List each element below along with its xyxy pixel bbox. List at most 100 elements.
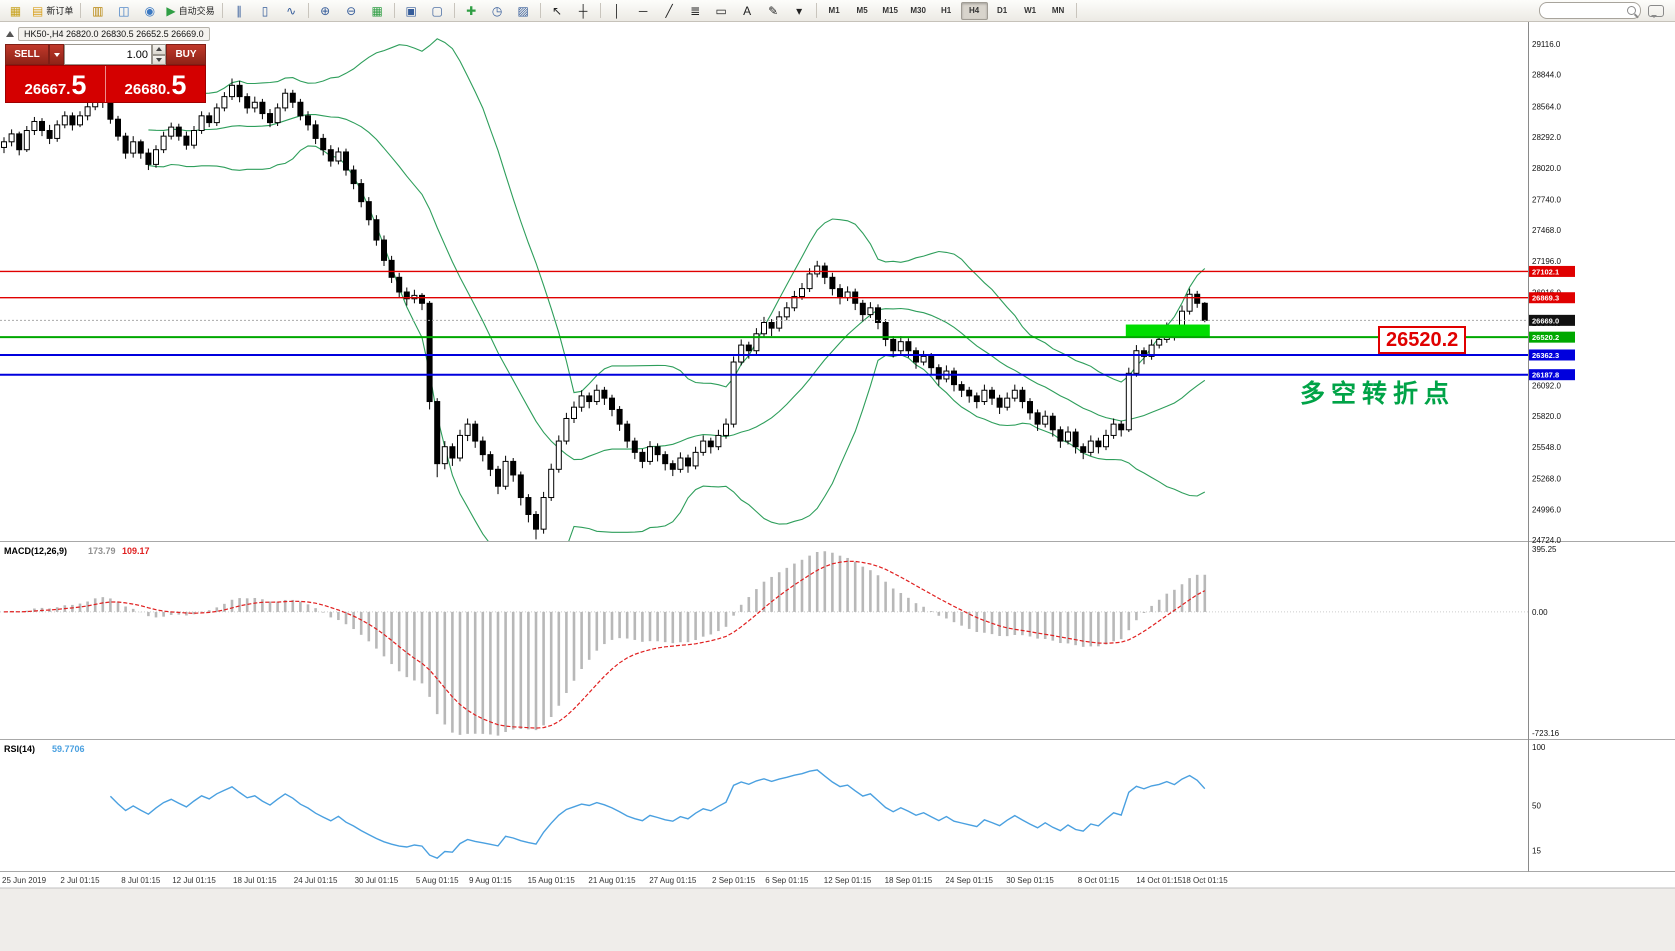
cascade-windows-icon[interactable]: ▢ (425, 0, 450, 21)
tile-windows-icon[interactable]: ▣ (399, 0, 424, 21)
candlestick-chart-icon[interactable]: ▯ (253, 0, 278, 21)
indicators-icon[interactable]: ▦ (365, 0, 390, 21)
auto-trading-icon: ▶ (166, 3, 176, 18)
svg-text:26187.8: 26187.8 (1532, 371, 1559, 380)
crosshair-icon[interactable]: ┼ (571, 0, 596, 21)
templates-icon[interactable]: ▨ (511, 0, 536, 21)
market-watch-icon[interactable]: ◫ (111, 0, 136, 21)
timeframe-m5-button[interactable]: M5 (856, 6, 868, 15)
svg-text:18 Oct 01:15: 18 Oct 01:15 (1182, 876, 1228, 885)
svg-text:59.7706: 59.7706 (52, 744, 85, 754)
svg-text:50: 50 (1532, 802, 1541, 811)
svg-text:RSI(14): RSI(14) (4, 744, 35, 754)
trendline-icon[interactable]: ╱ (657, 0, 682, 21)
svg-text:25820.0: 25820.0 (1532, 412, 1561, 421)
chevron-up-icon (156, 47, 162, 52)
chat-icon[interactable] (1648, 4, 1664, 18)
search-input[interactable] (1544, 4, 1627, 17)
cascade-windows-icon: ▢ (431, 3, 443, 18)
volume-input[interactable] (64, 44, 152, 65)
svg-text:27740.0: 27740.0 (1532, 195, 1561, 204)
volume-stepper (152, 44, 166, 65)
timeframe-w1-button[interactable]: W1 (1024, 6, 1037, 15)
bollinger-bands (148, 38, 1206, 541)
svg-text:100: 100 (1532, 743, 1546, 752)
auto-trading-button[interactable]: ▶ 自动交易 (163, 0, 217, 21)
zoom-in-icon[interactable]: ⊕ (313, 0, 338, 21)
svg-text:24 Sep 01:15: 24 Sep 01:15 (945, 876, 993, 885)
profiles-icon: ▥ (92, 3, 104, 18)
bottom-strip (0, 888, 1675, 951)
zoom-in-icon: ⊕ (320, 3, 331, 18)
new-order-button[interactable]: ▤ 新订单 (29, 0, 76, 21)
sell-button[interactable]: SELL (5, 44, 49, 65)
collapse-arrow-icon[interactable] (6, 31, 14, 37)
bar-chart-icon: ∥ (236, 3, 243, 18)
svg-text:-723.16: -723.16 (1532, 729, 1560, 738)
timeframe-m30-button[interactable]: M30 (910, 6, 926, 15)
svg-text:28844.0: 28844.0 (1532, 71, 1561, 80)
svg-text:12 Sep 01:15: 12 Sep 01:15 (824, 876, 872, 885)
toolbar-separator (815, 3, 817, 18)
time-axis: 25 Jun 2019 2 Jul 01:15 8 Jul 01:15 12 Jul … (2, 876, 1228, 885)
timeframe-h1-button[interactable]: H1 (940, 6, 952, 15)
price-divider (105, 66, 106, 102)
svg-text:26520.2: 26520.2 (1532, 333, 1559, 342)
period-icon[interactable]: ◷ (485, 0, 510, 21)
app-icon[interactable]: ▦ (3, 0, 28, 21)
arrow-label-icon[interactable]: ✎ (761, 0, 786, 21)
auto-trading-button-label: 自动交易 (178, 6, 215, 16)
timeframe-d1-button[interactable]: D1 (996, 6, 1008, 15)
text-icon[interactable]: A (735, 0, 760, 21)
search-icon[interactable] (1627, 6, 1636, 15)
svg-text:MACD(12,26,9): MACD(12,26,9) (4, 546, 67, 556)
horizontal-line-icon[interactable]: ─ (631, 0, 656, 21)
timeframe-mn-button[interactable]: MN (1051, 6, 1065, 15)
cursor-icon[interactable]: ↖ (545, 0, 570, 21)
sell-price-main: 26667. (24, 81, 71, 98)
price-callout-label: 26520.2 (1378, 326, 1467, 354)
svg-text:2 Sep 01:15: 2 Sep 01:15 (712, 876, 756, 885)
arrow-label-icon: ✎ (768, 3, 779, 18)
buy-price-main: 26680. (124, 81, 171, 98)
volume-increase-button[interactable] (152, 44, 166, 55)
zoom-out-icon[interactable]: ⊖ (339, 0, 364, 21)
toolbar-separator (599, 3, 601, 18)
buy-price-display[interactable]: 26680. 5 (106, 66, 205, 102)
main-price-panel (0, 38, 1528, 541)
svg-text:24724.0: 24724.0 (1532, 536, 1561, 545)
vertical-line-icon[interactable]: │ (605, 0, 630, 21)
order-type-dropdown[interactable] (49, 44, 64, 65)
timeframe-m1-button[interactable]: M1 (828, 6, 840, 15)
fibonacci-icon[interactable]: ≣ (683, 0, 708, 21)
chart-area: 29116.0 28844.0 28564.0 28292.0 28020.0 27740… (0, 22, 1675, 951)
timeframe-m15-button[interactable]: M15 (882, 6, 898, 15)
shapes-icon[interactable]: ▭ (709, 0, 734, 21)
line-chart-icon[interactable]: ∿ (279, 0, 304, 21)
tile-windows-icon: ▣ (405, 3, 417, 18)
bar-chart-icon[interactable]: ∥ (227, 0, 252, 21)
svg-text:25548.0: 25548.0 (1532, 443, 1561, 452)
one-click-trading-panel: SELL BUY 26667.5 26680.5 (5, 44, 206, 103)
objects-dropdown-icon: ▾ (796, 3, 803, 18)
sell-price-display[interactable]: 26667. 5 (6, 66, 105, 102)
chart-canvas: 29116.0 28844.0 28564.0 28292.0 28020.0 27740… (0, 22, 1675, 951)
volume-decrease-button[interactable] (152, 54, 166, 65)
buy-button[interactable]: BUY (166, 44, 206, 65)
navigator-icon[interactable]: ◉ (137, 0, 162, 21)
add-indicator-icon[interactable]: ✚ (459, 0, 484, 21)
line-chart-icon: ∿ (286, 3, 297, 18)
toolbar-separator (393, 3, 395, 18)
highlight-zone[interactable] (1125, 324, 1210, 338)
objects-dropdown-icon[interactable]: ▾ (787, 0, 812, 21)
fibonacci-icon: ≣ (690, 3, 701, 18)
svg-text:173.79: 173.79 (88, 546, 116, 556)
trendline-icon: ╱ (665, 3, 673, 18)
rsi-panel: RSI(14) 59.7706 100 50 15 (4, 743, 1546, 860)
toolbar: ▦ ▤ 新订单 ▥ ◫ ◉ ▶ 自动交易 ∥ ▯ ∿ ⊕ ⊖ ▦ ▣ ▢ ✚ ◷ ▨ ↖ ┼ │ ─ ╱ ≣ ▭ A ✎ ▾ M1 M5 M1… (0, 0, 1675, 22)
timeframe-h4-button[interactable]: H4 (960, 1, 988, 20)
svg-text:12 Jul 01:15: 12 Jul 01:15 (172, 876, 216, 885)
profiles-icon[interactable]: ▥ (85, 0, 110, 21)
svg-text:26869.3: 26869.3 (1532, 294, 1559, 303)
rsi-line (109, 769, 1206, 860)
